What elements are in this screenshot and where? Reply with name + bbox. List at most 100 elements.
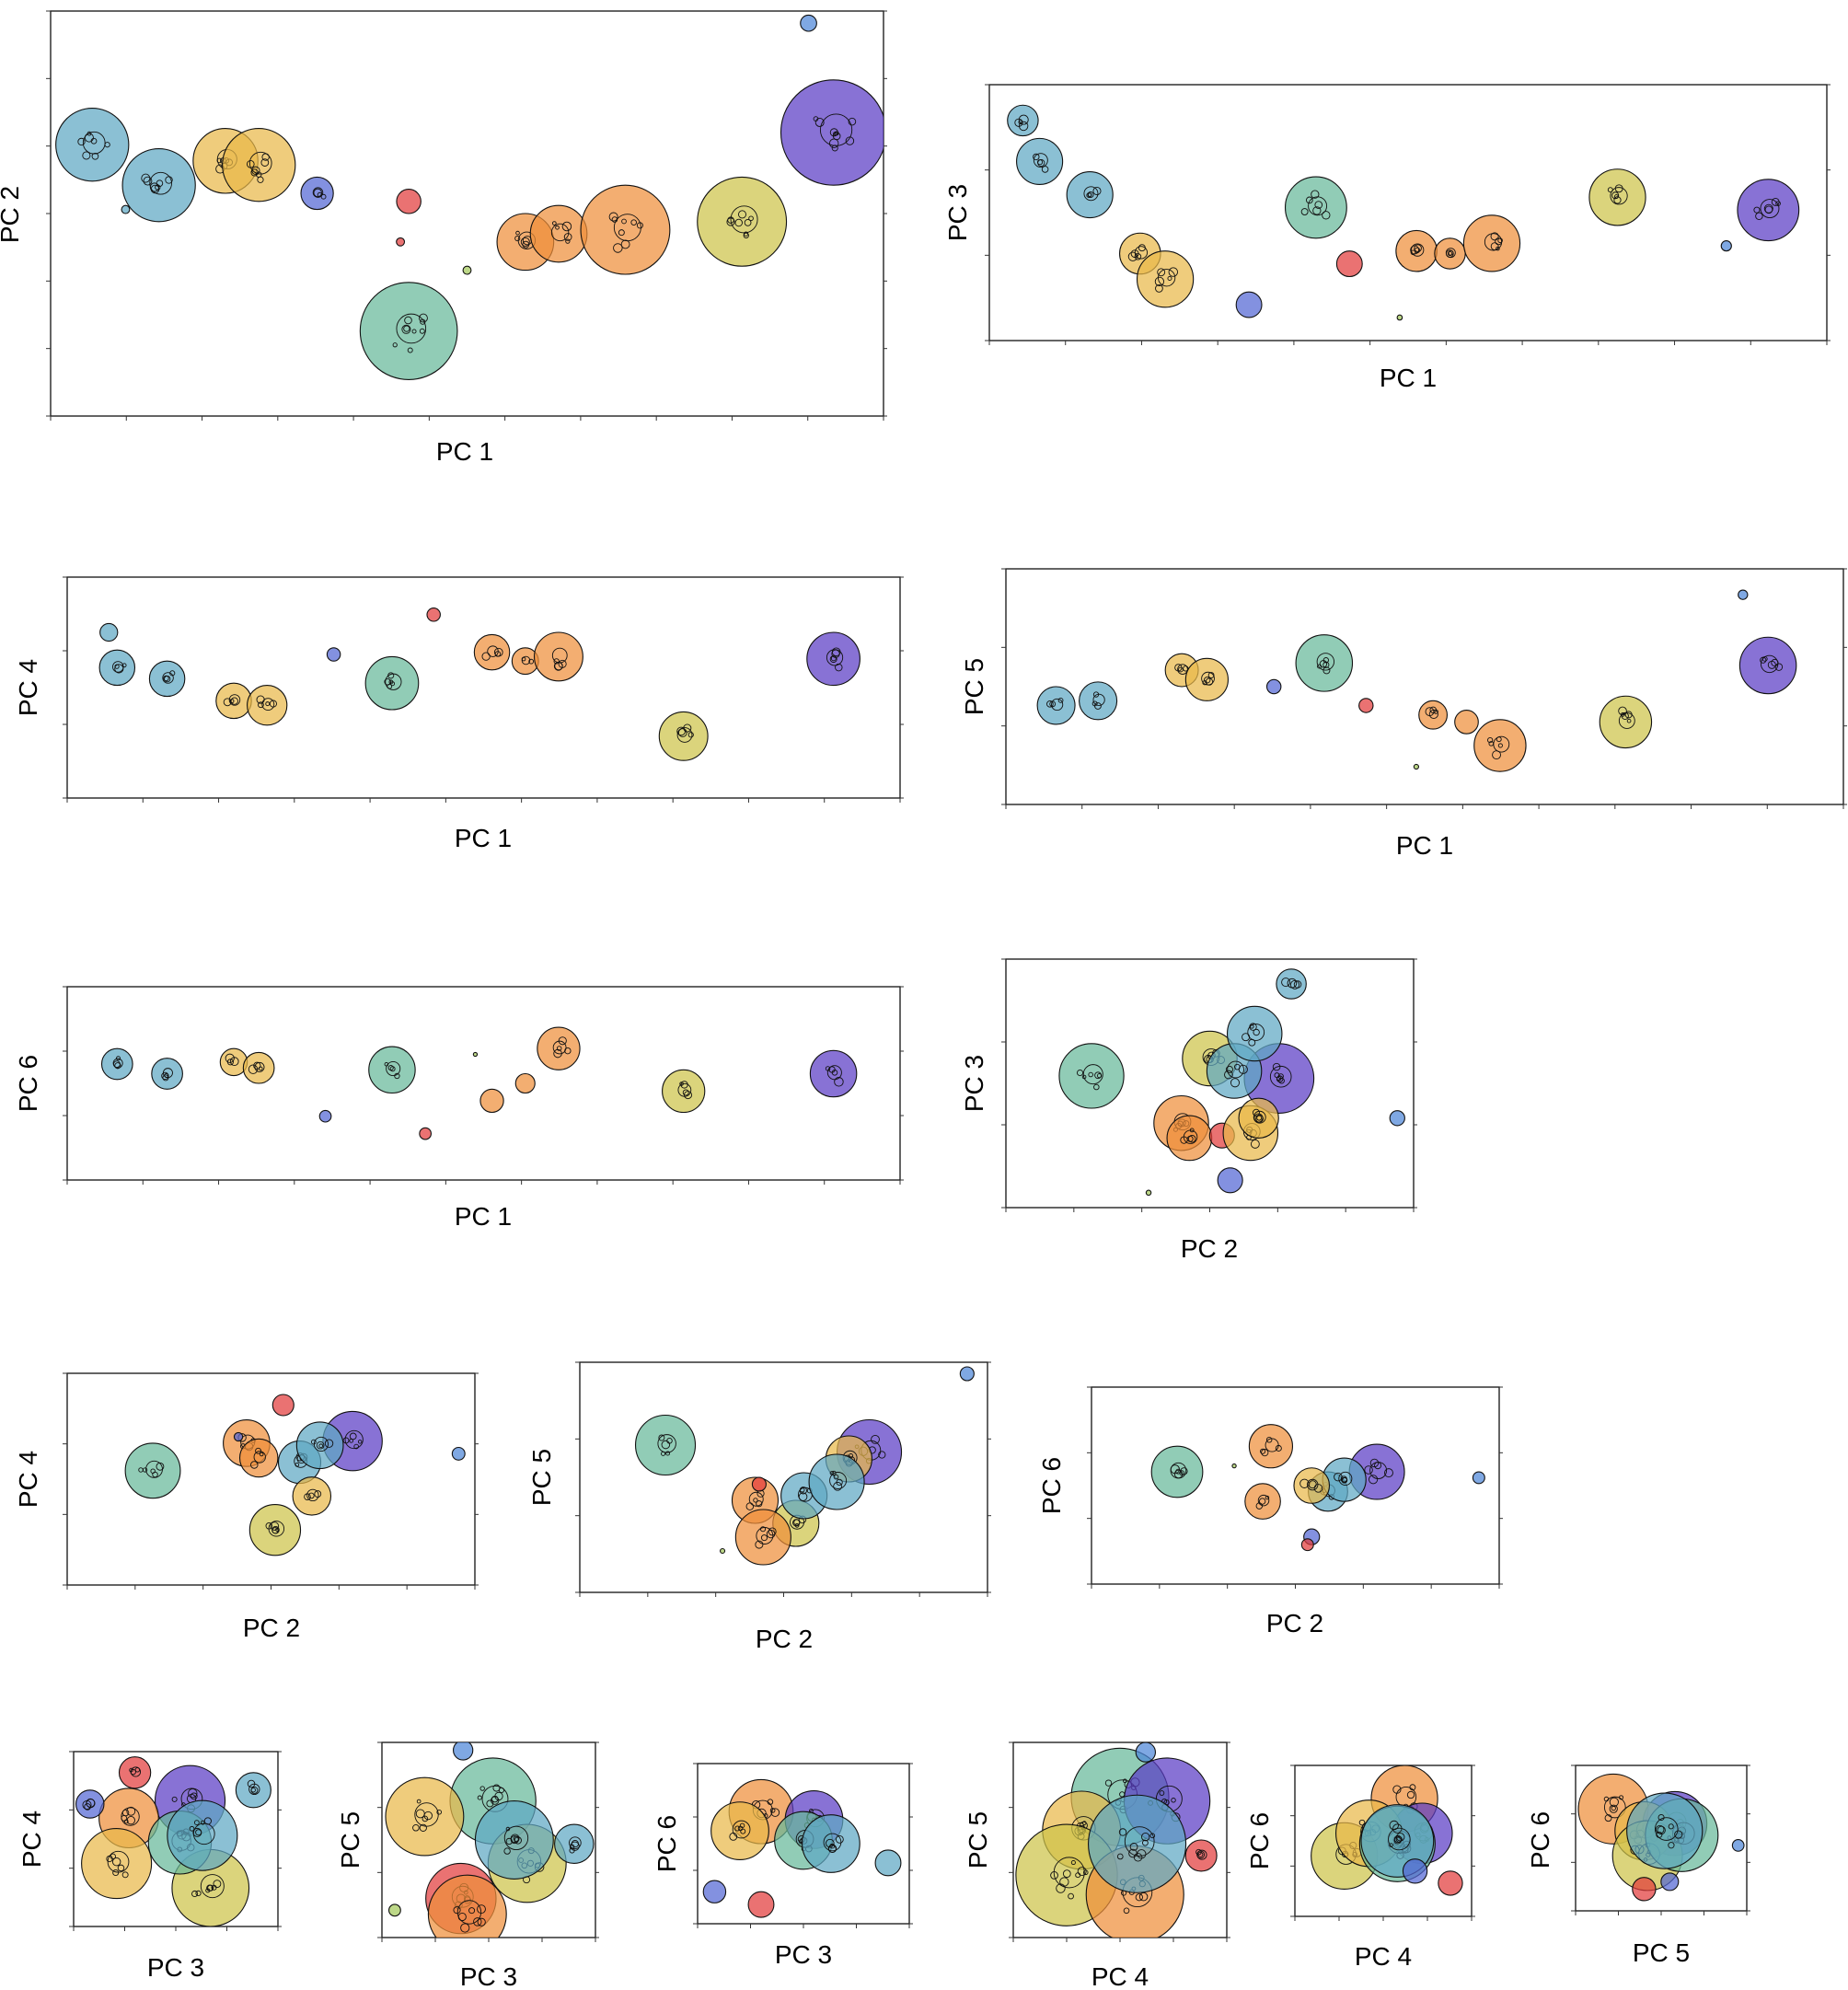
sample-point <box>1496 246 1500 251</box>
sample-point <box>551 221 557 226</box>
sample-point <box>826 1838 835 1848</box>
sample-point <box>848 117 857 126</box>
cluster-circle <box>167 1799 238 1871</box>
sub-cluster-circle <box>1083 186 1099 202</box>
x-axis-label: PC 4 <box>1355 1942 1412 1971</box>
cluster-circle <box>1244 1483 1281 1520</box>
cluster-circle <box>426 607 441 622</box>
sample-point <box>308 1492 315 1499</box>
sample-point <box>1277 1073 1284 1080</box>
sub-cluster-circle <box>657 1434 676 1453</box>
y-axis-label: PC 5 <box>336 1811 364 1869</box>
sample-point <box>1626 718 1632 723</box>
cluster-circle <box>1462 214 1521 272</box>
cluster-circle <box>751 1476 767 1492</box>
sample-point <box>190 1792 198 1800</box>
y-axis-label: PC 6 <box>1245 1812 1274 1869</box>
sample-point <box>744 218 752 226</box>
sample-point <box>1252 1108 1260 1116</box>
cluster-circle <box>75 1789 105 1819</box>
sample-point <box>1093 1083 1100 1091</box>
cluster-circle <box>1231 1463 1237 1469</box>
sub-cluster-circle <box>1183 1129 1198 1144</box>
sub-cluster-circle <box>1201 671 1215 686</box>
cluster-circle <box>300 176 334 211</box>
sample-point <box>1261 1448 1269 1457</box>
sample-point <box>1077 1867 1087 1877</box>
sample-point <box>1155 284 1163 293</box>
cluster-circle <box>1395 229 1438 272</box>
sample-point <box>1179 1470 1185 1476</box>
sample-point <box>515 230 520 236</box>
y-axis-label: PC 3 <box>960 1055 988 1112</box>
sub-cluster-circle <box>1247 1024 1265 1041</box>
sample-point <box>1497 743 1503 748</box>
sub-cluster-circle <box>456 1900 482 1925</box>
sample-point <box>1076 1069 1084 1077</box>
sub-cluster-circle <box>1033 153 1048 168</box>
y-axis-label: PC 4 <box>14 1451 42 1508</box>
x-axis-label: PC 3 <box>775 1940 832 1969</box>
cluster-circle <box>1626 1792 1704 1869</box>
sample-point <box>503 1847 511 1855</box>
cluster-circle <box>1136 250 1195 308</box>
sample-point <box>833 1474 839 1480</box>
sub-cluster-circle <box>756 1527 774 1545</box>
plot-frame <box>988 84 1828 341</box>
scatter-panel: PC 3 PC 6 <box>653 1763 913 1969</box>
sample-point <box>1341 1476 1348 1484</box>
x-axis-label: PC 3 <box>460 1962 517 1990</box>
sample-point <box>1364 1465 1373 1475</box>
sample-point <box>666 1438 673 1444</box>
cluster-circle <box>658 711 709 761</box>
sample-point <box>419 1823 427 1832</box>
sample-point <box>481 652 491 661</box>
sample-point <box>871 1434 880 1444</box>
sample-point <box>505 1826 511 1832</box>
sub-cluster-circle <box>826 649 844 666</box>
sample-point <box>834 1077 844 1087</box>
cluster-circle <box>1145 1189 1152 1197</box>
sample-point <box>1655 1824 1665 1834</box>
sub-cluster-circle <box>676 727 693 743</box>
cluster-circle <box>710 1801 769 1860</box>
sample-point <box>613 243 623 253</box>
sample-point <box>833 1481 842 1491</box>
cluster-circle <box>1473 719 1527 772</box>
sample-point <box>250 1461 259 1469</box>
sample-point <box>436 1809 442 1815</box>
sample-point <box>836 1478 843 1487</box>
sample-point <box>828 138 839 148</box>
sample-point <box>1135 1893 1143 1902</box>
sample-point <box>1755 212 1763 221</box>
sample-point <box>422 1815 429 1822</box>
sample-point <box>1265 1437 1273 1443</box>
sample-point <box>514 235 521 242</box>
sample-point <box>1674 1830 1683 1839</box>
cluster-circle <box>1166 1115 1213 1162</box>
cluster-circle <box>295 1421 344 1470</box>
sample-point <box>831 1470 837 1476</box>
x-axis-label: PC 2 <box>1266 1609 1323 1637</box>
sample-point <box>878 1451 886 1459</box>
sample-point <box>1668 1823 1674 1830</box>
cluster-circle <box>1066 170 1114 219</box>
x-axis-label: PC 1 <box>436 437 493 466</box>
x-axis-label: PC 1 <box>1396 831 1453 860</box>
sub-cluster-circle <box>1196 1849 1207 1860</box>
sample-point <box>223 698 232 707</box>
sample-point <box>1250 1140 1260 1149</box>
sample-point <box>1033 153 1040 161</box>
sample-point <box>1075 1872 1081 1879</box>
cluster-circle <box>1389 1110 1405 1127</box>
cluster-circle <box>271 1394 295 1417</box>
sample-point <box>394 1072 400 1080</box>
sample-point <box>1265 1495 1270 1500</box>
cluster-circle <box>1058 1043 1125 1109</box>
sample-point <box>121 1871 129 1879</box>
cluster-circle <box>396 237 406 247</box>
sample-point <box>739 1822 745 1829</box>
sub-cluster-circle <box>1124 1826 1155 1857</box>
sample-point <box>1384 1468 1393 1478</box>
sample-point <box>734 218 743 227</box>
